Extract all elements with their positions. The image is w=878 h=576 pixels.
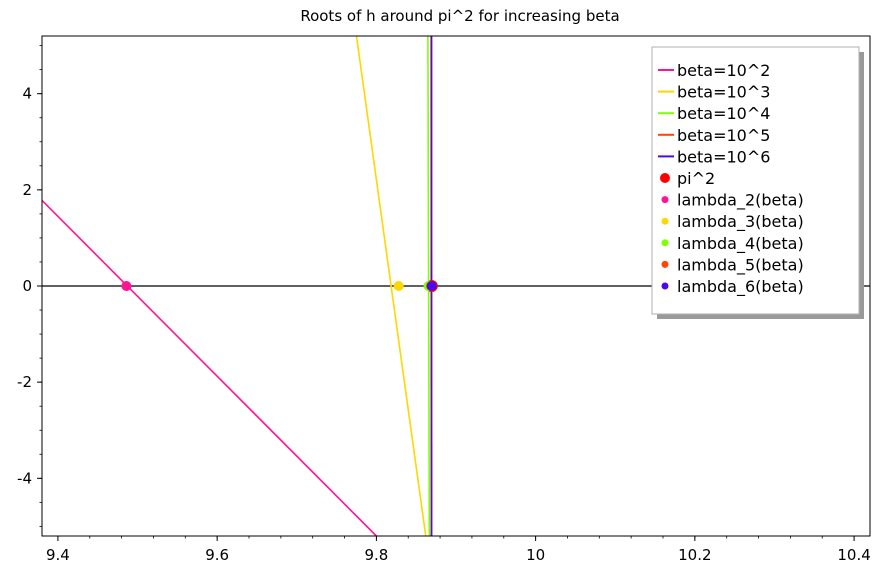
legend-label: beta=10^2 [677, 61, 770, 80]
legend-label: pi^2 [677, 169, 715, 188]
legend-box [651, 46, 860, 315]
y-tick-label: 2 [22, 181, 32, 199]
x-tick-label: 9.6 [205, 546, 229, 564]
y-tick-label: -4 [17, 469, 32, 487]
x-tick-label: 10.2 [678, 546, 711, 564]
series-line-2 [355, 36, 427, 536]
legend-label: beta=10^3 [677, 83, 770, 102]
legend-dot-swatch [661, 260, 669, 268]
x-tick-label: 10.4 [837, 546, 870, 564]
legend-label: lambda_6(beta) [677, 277, 804, 297]
legend-label: beta=10^4 [677, 104, 770, 123]
y-tick-label: 4 [22, 85, 32, 103]
legend-label: beta=10^5 [677, 126, 770, 145]
y-tick-label: 0 [22, 277, 32, 295]
point-3 [393, 281, 404, 291]
legend-label: lambda_3(beta) [677, 212, 804, 232]
legend-label: lambda_2(beta) [677, 191, 804, 211]
series-line-1 [42, 199, 377, 536]
legend-dot-swatch [661, 282, 669, 290]
chart-title: Roots of h around pi^2 for increasing be… [300, 7, 619, 25]
x-tick-label: 9.8 [364, 546, 388, 564]
x-tick-label: 9.4 [46, 546, 70, 564]
legend-dot-swatch [661, 196, 669, 204]
point-2 [121, 281, 132, 291]
legend-dot-swatch [661, 239, 669, 247]
y-tick-label: -2 [17, 373, 32, 391]
legend-label: lambda_4(beta) [677, 234, 804, 254]
x-tick-label: 10 [526, 546, 545, 564]
legend-label: lambda_5(beta) [677, 255, 804, 275]
legend-dot-swatch [660, 173, 670, 183]
legend-label: beta=10^6 [677, 147, 770, 166]
point-6 [426, 281, 437, 291]
legend-dot-swatch [661, 217, 669, 225]
